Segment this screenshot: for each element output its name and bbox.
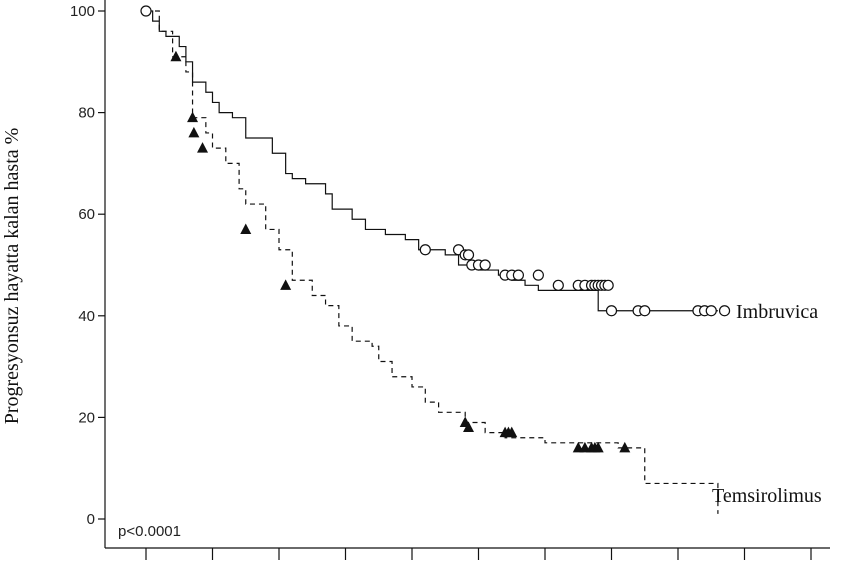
y-tick-label-80: 80 [78, 105, 95, 122]
censor-marker-imbruvica [718, 305, 731, 317]
series-label-temsirolimus: Temsirolimus [712, 485, 822, 507]
censor-marker-temsirolimus [463, 421, 475, 433]
y-tick-label-20: 20 [78, 409, 95, 426]
censor-marker-imbruvica [479, 259, 491, 271]
censor-marker-imbruvica [552, 279, 564, 291]
y-tick-label-40: 40 [78, 308, 95, 325]
censor-markers [140, 5, 731, 453]
series-line-imbruvica [146, 10, 718, 312]
series-line-temsirolimus [146, 10, 719, 514]
y-tick-label-100: 100 [70, 3, 95, 20]
censor-marker-temsirolimus [506, 426, 518, 438]
axis-ticks: 0 20 40 60 80 100 [70, 3, 812, 560]
censor-marker-imbruvica [140, 5, 152, 17]
censor-marker-imbruvica [639, 305, 651, 317]
censor-marker-imbruvica [512, 269, 525, 281]
censor-marker-imbruvica [705, 305, 717, 317]
censor-marker-temsirolimus [187, 111, 199, 123]
censor-marker-imbruvica [605, 305, 618, 317]
censor-marker-temsirolimus [170, 50, 182, 62]
censor-marker-temsirolimus [188, 126, 200, 138]
censor-marker-temsirolimus [280, 279, 292, 290]
axes [104, 0, 830, 549]
series-lines [146, 10, 719, 514]
censor-marker-imbruvica [462, 249, 475, 261]
censor-marker-temsirolimus [197, 142, 209, 153]
censor-marker-temsirolimus [240, 223, 252, 234]
p-value-annotation: p<0.0001 [118, 523, 181, 540]
series-label-imbruvica: Imbruvica [736, 301, 818, 323]
censor-marker-imbruvica [602, 279, 614, 291]
y-tick-label-60: 60 [78, 206, 95, 223]
censor-marker-imbruvica [532, 269, 544, 281]
censor-marker-imbruvica [419, 244, 431, 256]
y-tick-label-0: 0 [87, 511, 95, 528]
y-axis-label: Progresyonsuz hayatta kalan hasta % [1, 128, 23, 425]
censor-marker-temsirolimus [619, 441, 631, 453]
censor-marker-temsirolimus [592, 441, 604, 453]
